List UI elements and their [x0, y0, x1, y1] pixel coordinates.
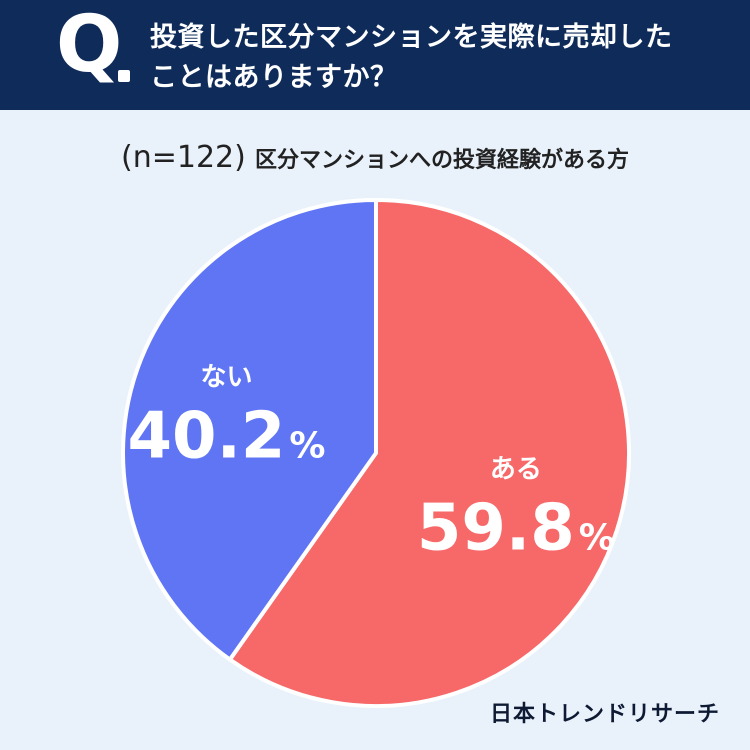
question-header: Q 投資した区分マンションを実際に売却した ことはありますか？	[0, 0, 750, 110]
question-line-1: 投資した区分マンションを実際に売却した	[150, 22, 673, 53]
pie-labels: ある 59.8 % ない 40.2%	[128, 362, 615, 565]
q-dot	[118, 70, 130, 82]
brand-logo: 日本トレンドリサーチ	[489, 702, 720, 727]
question-text: 投資した区分マンションを実際に売却した ことはありますか？	[150, 18, 673, 98]
sample-description: 区分マンションへの投資経験がある方	[254, 148, 629, 173]
question-line-2: ことはありますか？	[150, 62, 398, 93]
slice-label-0: ある	[490, 454, 542, 484]
slice-value-0: 59.8%	[417, 491, 615, 565]
slice-value-1: 40.2%	[128, 399, 326, 473]
sample-info: (n=122) 区分マンションへの投資経験がある方	[0, 140, 750, 175]
pie-slice-0	[227, 198, 631, 708]
slice-label-1: ない	[201, 362, 253, 392]
q-letter: Q	[56, 0, 123, 90]
pie-slice-1	[121, 198, 378, 662]
pie-slices	[121, 198, 631, 708]
sample-size: (n=122)	[121, 140, 246, 175]
